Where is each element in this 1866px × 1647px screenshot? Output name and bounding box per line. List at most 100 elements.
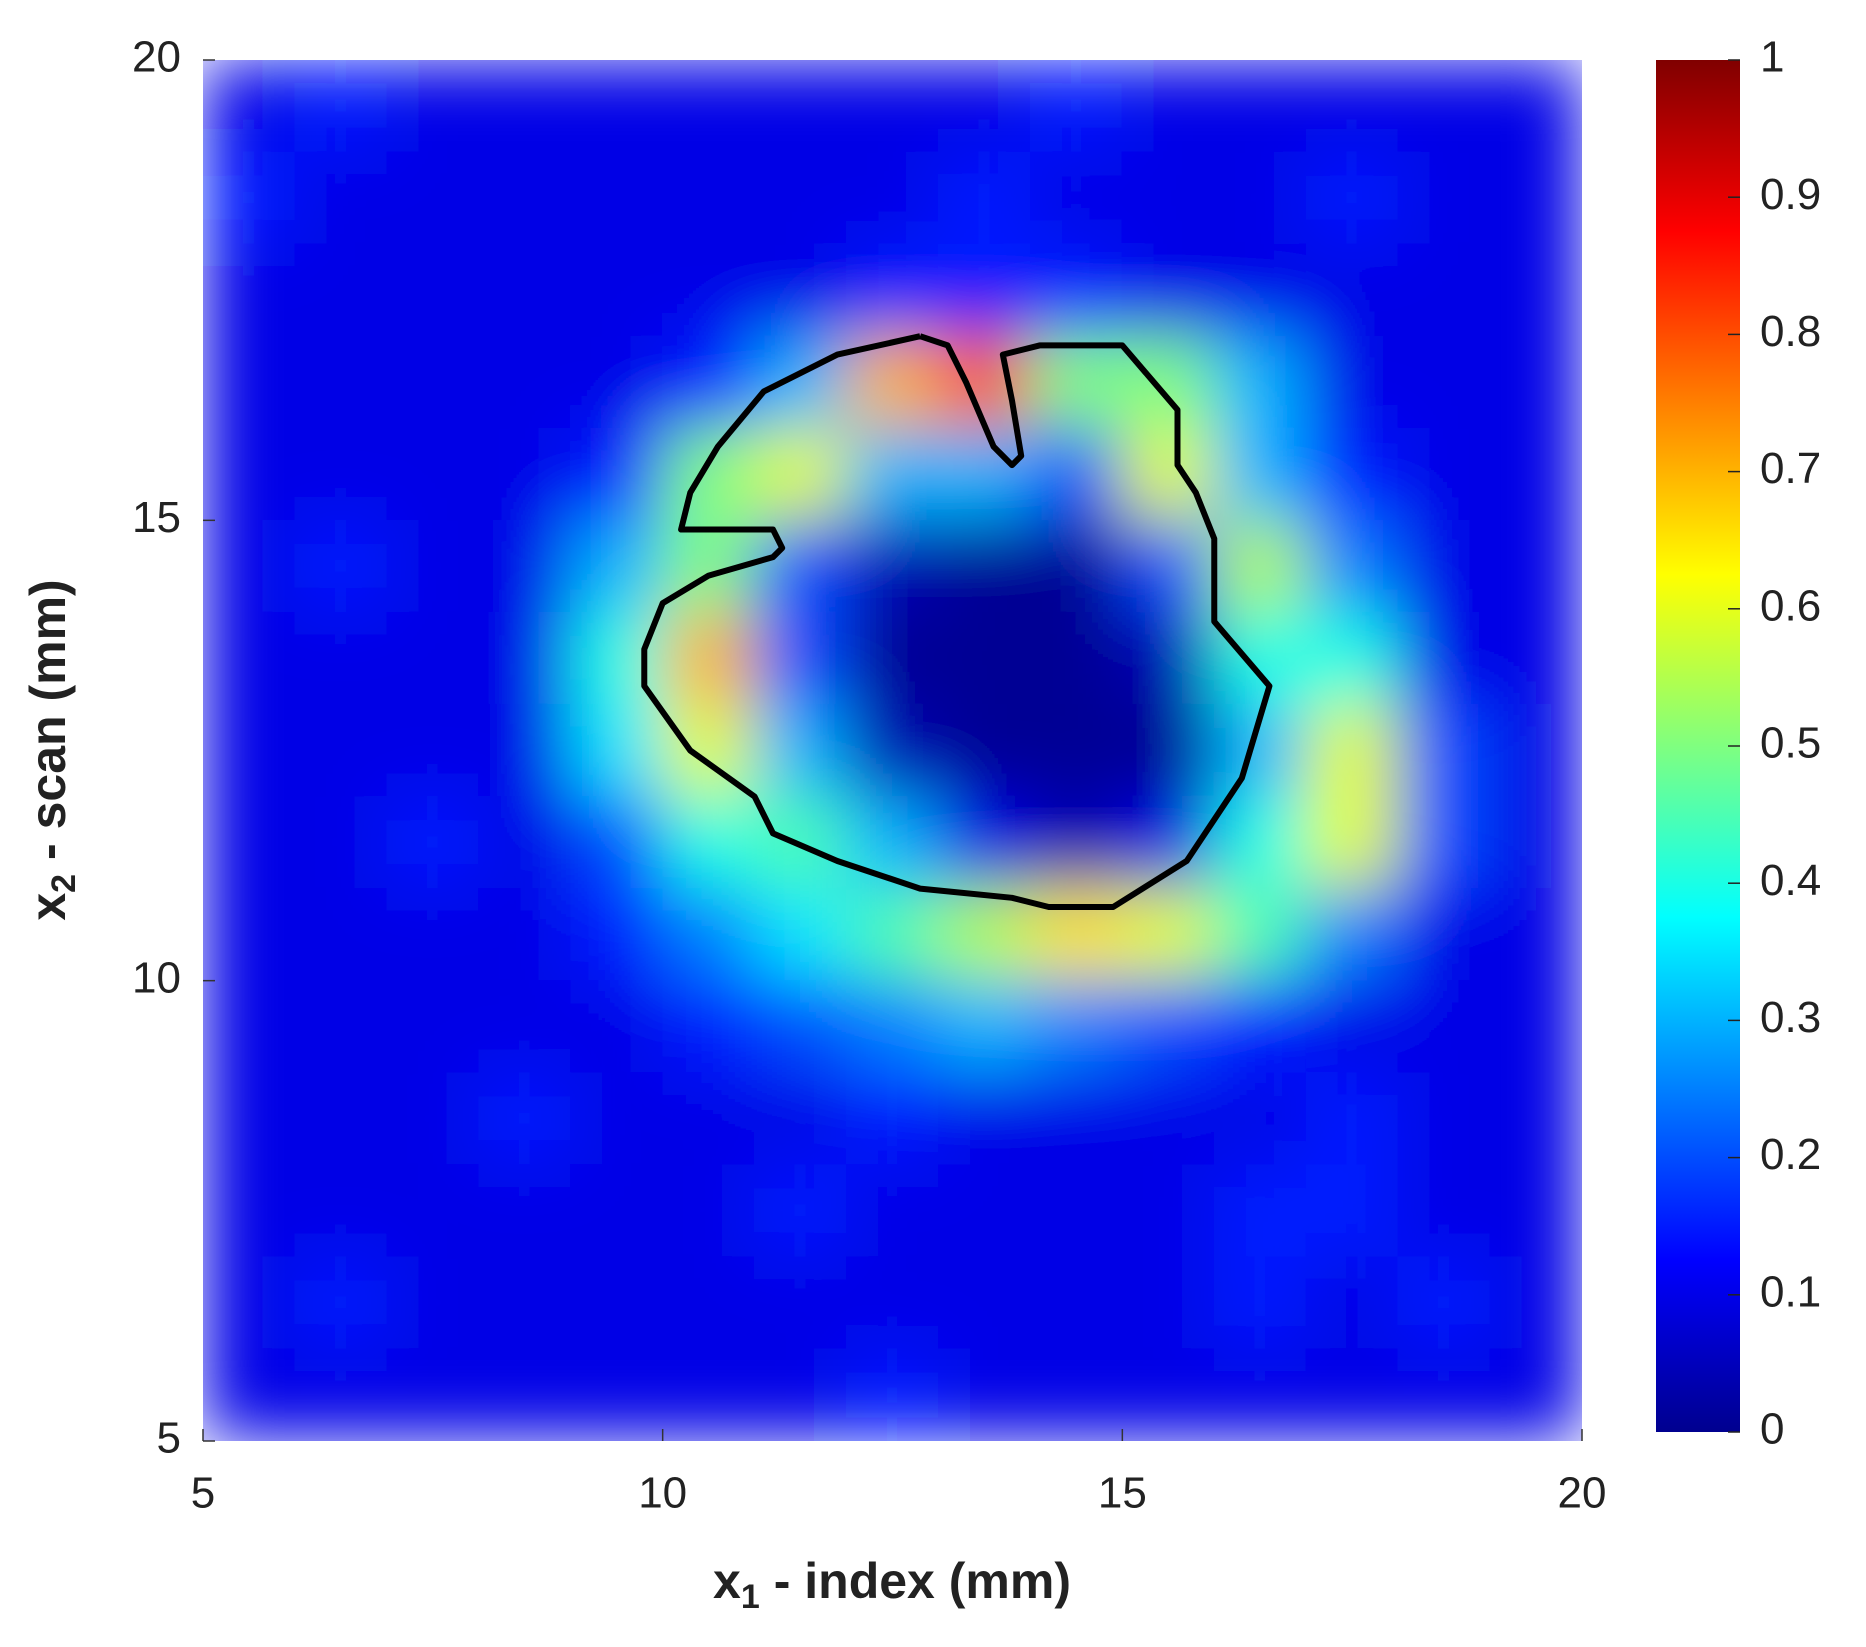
heatmap-cell [1213, 243, 1307, 337]
colorbar-tick-label: 1 [1760, 33, 1784, 82]
heatmap-cell [570, 60, 664, 153]
heatmap-cell [203, 1256, 296, 1350]
heatmap-cell [937, 519, 1031, 613]
heatmap-cell [1305, 980, 1399, 1074]
heatmap-cell [1489, 60, 1582, 153]
heatmap-cell [386, 888, 480, 982]
heatmap-cell [662, 796, 756, 890]
heatmap-cell [1121, 60, 1215, 153]
heatmap-cell [754, 335, 848, 429]
heatmap-cell [1213, 1256, 1307, 1350]
heatmap-cell [294, 1256, 388, 1350]
heatmap-cell [1121, 703, 1215, 798]
heatmap-cell [478, 519, 572, 613]
heatmap-cell [846, 1164, 939, 1258]
heatmap-cell [478, 611, 572, 705]
heatmap-cell [1305, 1256, 1399, 1350]
heatmap-cell [203, 980, 296, 1074]
heatmap-cell [754, 1072, 848, 1166]
heatmap-cell [937, 60, 1031, 153]
heatmap-cell [386, 1164, 480, 1258]
heatmap-cell [1029, 335, 1123, 429]
heatmap-cell [1121, 1164, 1215, 1258]
heatmap-cell [294, 1348, 388, 1441]
colorbar-tick-label: 0.7 [1760, 444, 1821, 493]
heatmap-cell [1121, 151, 1215, 245]
heatmap-cell [1489, 335, 1582, 429]
heatmap-cell [1397, 1164, 1491, 1258]
y-label-base: x [20, 893, 76, 921]
heatmap-cell [203, 519, 296, 613]
heatmap-cell [937, 427, 1031, 521]
heatmap-cell [662, 1348, 756, 1441]
heatmap-cell [754, 427, 848, 521]
heatmap-cell [662, 611, 756, 705]
heatmap-cell [1029, 796, 1123, 890]
x-tick-label: 20 [1558, 1469, 1607, 1518]
heatmap-cell [1397, 335, 1491, 429]
heatmap-cell [478, 1072, 572, 1166]
heatmap-cell [1121, 611, 1215, 705]
heatmap-cell [1029, 1348, 1123, 1441]
heatmap-cell [1305, 1164, 1399, 1258]
x-tick-label: 10 [638, 1469, 687, 1518]
heatmap-cell [1305, 335, 1399, 429]
heatmap-cell [1029, 427, 1123, 521]
heatmap-cell [1489, 243, 1582, 337]
heatmap-cells [203, 60, 1582, 1441]
heatmap-cell [570, 243, 664, 337]
heatmap-cell [754, 1348, 848, 1441]
heatmap-cell [294, 60, 388, 153]
heatmap-cell [1489, 611, 1582, 705]
heatmap-cell [294, 1072, 388, 1166]
heatmap-cell [1121, 243, 1215, 337]
heatmap-cell [203, 796, 296, 890]
colorbar-tick-label: 0.9 [1760, 170, 1821, 219]
heatmap-cell [1397, 1072, 1491, 1166]
heatmap-cell [294, 243, 388, 337]
heatmap-cell [846, 60, 939, 153]
x-label-sub: 1 [741, 1578, 760, 1616]
heatmap-cell [1029, 980, 1123, 1074]
heatmap-cell [1489, 888, 1582, 982]
heatmap-cell [203, 427, 296, 521]
heatmap-cell [846, 519, 939, 613]
heatmap-cell [662, 151, 756, 245]
heatmap-cell [937, 1256, 1031, 1350]
heatmap-cell [1029, 703, 1123, 798]
heatmap-cell [1489, 1072, 1582, 1166]
heatmap-cell [386, 1348, 480, 1441]
heatmap-cell [294, 888, 388, 982]
heatmap-cell [754, 519, 848, 613]
heatmap-cell [937, 703, 1031, 798]
y-axis-label: x2 - scan (mm) [20, 579, 83, 920]
heatmap-cell [662, 703, 756, 798]
heatmap-cell [662, 980, 756, 1074]
heatmap-cell [1213, 60, 1307, 153]
heatmap-cell [478, 1164, 572, 1258]
heatmap-cell [1305, 151, 1399, 245]
heatmap-cell [570, 1072, 664, 1166]
heatmap-cell [1489, 703, 1582, 798]
heatmap-cell [478, 1348, 572, 1441]
heatmap-cell [937, 888, 1031, 982]
heatmap-cell [570, 335, 664, 429]
heatmap-cell [846, 1348, 939, 1441]
heatmap-cell [570, 796, 664, 890]
heatmap-cell [478, 703, 572, 798]
heatmap-cell [937, 243, 1031, 337]
heatmap-cell [1029, 151, 1123, 245]
heatmap-cell [846, 427, 939, 521]
heatmap-cell [937, 980, 1031, 1074]
heatmap-cell [478, 980, 572, 1074]
heatmap-cell [1397, 519, 1491, 613]
heatmap-cell [937, 611, 1031, 705]
x-label-base: x [713, 1553, 741, 1609]
heatmap-cell [846, 1256, 939, 1350]
heatmap-cell [478, 427, 572, 521]
colorbar-tick-label: 0.6 [1760, 581, 1821, 630]
heatmap-cell [1305, 703, 1399, 798]
heatmap-cell [386, 611, 480, 705]
heatmap-cell [1305, 1072, 1399, 1166]
